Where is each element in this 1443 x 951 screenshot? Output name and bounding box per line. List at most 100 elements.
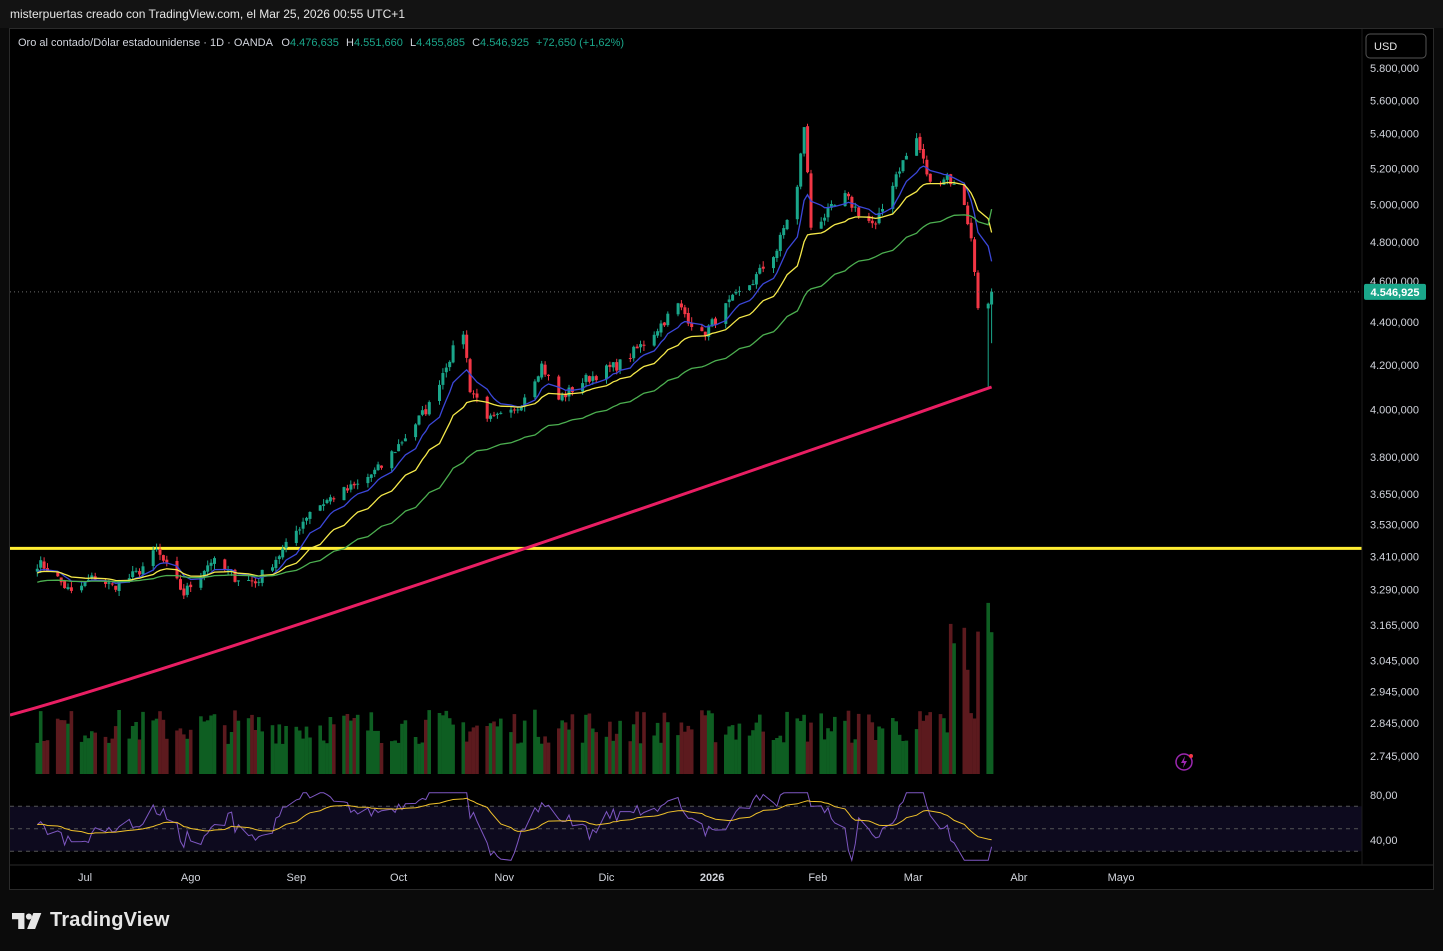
candle[interactable] xyxy=(806,123,810,174)
candle[interactable] xyxy=(826,203,830,222)
candle[interactable] xyxy=(635,344,639,349)
candle[interactable] xyxy=(417,415,421,426)
candle[interactable] xyxy=(247,575,251,581)
candle[interactable] xyxy=(325,498,329,505)
candle[interactable] xyxy=(66,583,70,591)
candle[interactable] xyxy=(373,467,377,478)
candle[interactable] xyxy=(754,271,758,289)
candle[interactable] xyxy=(847,191,850,200)
candle[interactable] xyxy=(441,368,445,390)
currency-button[interactable]: USD xyxy=(1365,33,1427,59)
candle[interactable] xyxy=(151,546,155,571)
candle[interactable] xyxy=(485,395,489,422)
candle[interactable] xyxy=(468,357,472,394)
candle[interactable] xyxy=(301,517,305,534)
candle[interactable] xyxy=(342,486,346,501)
candle[interactable] xyxy=(608,361,612,373)
candle[interactable] xyxy=(322,499,326,511)
candle[interactable] xyxy=(284,538,288,553)
candle[interactable] xyxy=(397,439,401,452)
candle[interactable] xyxy=(969,218,973,242)
candle[interactable] xyxy=(584,373,588,388)
candle[interactable] xyxy=(639,340,643,353)
candle[interactable] xyxy=(591,371,595,385)
candle[interactable] xyxy=(686,307,690,327)
candle[interactable] xyxy=(138,568,142,578)
candle[interactable] xyxy=(461,331,465,349)
candle[interactable] xyxy=(393,451,397,454)
candle[interactable] xyxy=(833,204,837,206)
candle[interactable] xyxy=(213,556,216,569)
candle[interactable] xyxy=(472,390,476,399)
candle[interactable] xyxy=(921,143,925,164)
candle[interactable] xyxy=(976,270,980,310)
candle[interactable] xyxy=(189,581,193,592)
candle[interactable] xyxy=(298,527,302,535)
candle[interactable] xyxy=(748,285,752,291)
candle[interactable] xyxy=(962,182,966,206)
candle[interactable] xyxy=(390,450,394,472)
candle[interactable] xyxy=(489,413,493,422)
candle[interactable] xyxy=(492,411,496,417)
candle[interactable] xyxy=(587,375,591,384)
candle[interactable] xyxy=(444,363,448,378)
candle[interactable] xyxy=(134,567,138,573)
candle[interactable] xyxy=(366,473,370,488)
candle[interactable] xyxy=(294,525,298,546)
candle[interactable] xyxy=(346,484,349,493)
candle[interactable] xyxy=(206,560,210,577)
candle[interactable] xyxy=(448,360,452,371)
candle[interactable] xyxy=(356,479,360,490)
candle[interactable] xyxy=(683,304,687,318)
candle[interactable] xyxy=(533,379,537,400)
candle[interactable] xyxy=(465,330,469,363)
candle[interactable] xyxy=(898,167,902,178)
candle[interactable] xyxy=(894,171,898,190)
candle[interactable] xyxy=(761,261,765,273)
candle[interactable] xyxy=(332,496,336,503)
candle[interactable] xyxy=(904,152,908,160)
candle[interactable] xyxy=(618,359,622,374)
candle[interactable] xyxy=(308,511,312,525)
candle[interactable] xyxy=(536,375,540,383)
candle[interactable] xyxy=(901,160,905,173)
candle[interactable] xyxy=(257,577,261,587)
candle[interactable] xyxy=(349,480,353,493)
candle[interactable] xyxy=(236,580,240,586)
candle[interactable] xyxy=(495,412,499,419)
candle[interactable] xyxy=(414,423,418,441)
candle[interactable] xyxy=(547,374,550,381)
candle[interactable] xyxy=(642,340,646,351)
candle[interactable] xyxy=(829,200,833,211)
candle[interactable] xyxy=(778,232,782,257)
candle[interactable] xyxy=(990,288,994,344)
price-axis[interactable]: 5.800,000 5.600,000 5.400,000 5.200,000 5.00… xyxy=(1370,63,1419,763)
candle[interactable] xyxy=(540,360,544,380)
candle[interactable] xyxy=(155,543,159,552)
candle[interactable] xyxy=(403,434,407,442)
candle[interactable] xyxy=(69,581,73,594)
candle[interactable] xyxy=(867,212,871,224)
tradingview-logo[interactable]: TradingView xyxy=(12,909,170,932)
candle[interactable] xyxy=(772,256,775,273)
lightning-icon[interactable] xyxy=(1175,753,1193,771)
candle[interactable] xyxy=(605,364,608,384)
candle[interactable] xyxy=(734,289,738,295)
candle[interactable] xyxy=(35,564,39,577)
candle[interactable] xyxy=(499,411,503,415)
candle[interactable] xyxy=(185,582,189,598)
candle[interactable] xyxy=(523,394,527,412)
candle[interactable] xyxy=(369,474,373,482)
candle[interactable] xyxy=(594,374,598,383)
candle[interactable] xyxy=(632,345,636,362)
candle[interactable] xyxy=(281,544,285,560)
candle[interactable] xyxy=(165,555,169,567)
candle[interactable] xyxy=(915,133,919,156)
candle[interactable] xyxy=(250,576,254,587)
candle[interactable] xyxy=(277,554,281,564)
candle[interactable] xyxy=(874,221,878,230)
candle[interactable] xyxy=(795,184,799,225)
candle[interactable] xyxy=(400,440,404,446)
candle[interactable] xyxy=(925,155,929,177)
candle[interactable] xyxy=(253,578,257,588)
